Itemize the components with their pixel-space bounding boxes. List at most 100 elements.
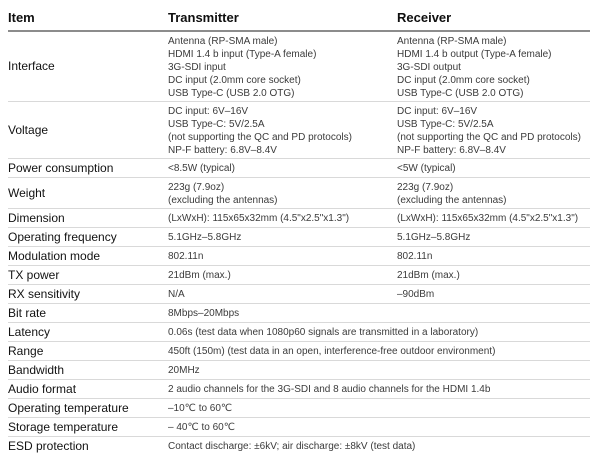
value-line: 5.1GHz–5.8GHz xyxy=(397,232,471,243)
row-label: Storage temperature xyxy=(8,419,119,434)
value-line: Antenna (RP-SMA male) xyxy=(397,35,507,47)
header-item: Item xyxy=(8,10,35,25)
header-transmitter: Transmitter xyxy=(168,10,239,25)
receiver-value: <5W (typical) xyxy=(397,161,590,175)
transmitter-value: Antenna (RP-SMA male) HDMI 1.4 b input (T… xyxy=(168,34,397,100)
value-line: N/A xyxy=(168,289,185,300)
value-line: 5.1GHz–5.8GHz xyxy=(168,232,242,243)
shared-value: 8Mbps–20Mbps xyxy=(168,306,590,320)
table-row: Weight 223g (7.9oz) (excluding the antenna… xyxy=(8,178,590,209)
value-line: 223g (7.9oz) xyxy=(397,181,454,193)
row-label: Dimension xyxy=(8,210,65,225)
value-line: DC input: 6V–16V xyxy=(168,105,249,117)
row-label: Latency xyxy=(8,324,51,339)
table-row: Voltage DC input: 6V–16V USB Type-C: 5V/2.… xyxy=(8,102,590,159)
value-line: 450ft (150m) (test data in an open, inte… xyxy=(168,346,496,357)
row-label: Bandwidth xyxy=(8,362,65,377)
row-label: TX power xyxy=(8,267,60,282)
table-row: Bit rate 8Mbps–20Mbps xyxy=(8,304,590,323)
transmitter-value: (LxWxH): 115x65x32mm (4.5"x2.5"x1.3") xyxy=(168,211,397,225)
table-row: TX power 21dBm (max.) 21dBm (max.) xyxy=(8,266,590,285)
value-line: HDMI 1.4 b input (Type-A female) xyxy=(168,48,317,60)
table-body: Interface Antenna (RP-SMA male) HDMI 1.4 b… xyxy=(8,32,590,455)
row-label: ESD protection xyxy=(8,438,89,453)
table-row: Bandwidth 20MHz xyxy=(8,361,590,380)
value-line: USB Type-C: 5V/2.5A xyxy=(397,118,494,130)
table-row: Modulation mode 802.11n 802.11n xyxy=(8,247,590,266)
row-label: Power consumption xyxy=(8,160,114,175)
value-line: 802.11n xyxy=(397,251,433,262)
shared-value: 450ft (150m) (test data in an open, inte… xyxy=(168,344,590,358)
value-line: 3G-SDI input xyxy=(168,61,226,73)
value-line: NP-F battery: 6.8V–8.4V xyxy=(168,144,277,156)
value-line: <5W (typical) xyxy=(397,163,456,174)
receiver-value: 21dBm (max.) xyxy=(397,268,590,282)
table-header-row: Item Transmitter Receiver xyxy=(8,9,590,32)
value-line: Antenna (RP-SMA male) xyxy=(168,35,278,47)
transmitter-value: N/A xyxy=(168,287,397,301)
value-line: 0.06s (test data when 1080p60 signals ar… xyxy=(168,327,479,338)
value-line: (not supporting the QC and PD protocols) xyxy=(397,131,581,143)
row-label: Modulation mode xyxy=(8,248,101,263)
transmitter-value: 5.1GHz–5.8GHz xyxy=(168,230,397,244)
row-label: Audio format xyxy=(8,381,77,396)
value-line: (LxWxH): 115x65x32mm (4.5"x2.5"x1.3") xyxy=(397,213,579,224)
row-label: Voltage xyxy=(8,122,49,137)
value-line: 3G-SDI output xyxy=(397,61,461,73)
table-row: Storage temperature – 40℃ to 60℃ xyxy=(8,418,590,437)
value-line: – 40℃ to 60℃ xyxy=(168,422,235,433)
shared-value: 2 audio channels for the 3G-SDI and 8 au… xyxy=(168,382,590,396)
row-label: Interface xyxy=(8,59,55,73)
transmitter-value: 21dBm (max.) xyxy=(168,268,397,282)
receiver-value: DC input: 6V–16V USB Type-C: 5V/2.5A (not … xyxy=(397,104,590,157)
shared-value: –10℃ to 60℃ xyxy=(168,401,590,415)
value-line: 223g (7.9oz) xyxy=(168,181,225,193)
row-label: Weight xyxy=(8,185,46,200)
table-row: Operating frequency 5.1GHz–5.8GHz 5.1GHz–5… xyxy=(8,228,590,247)
transmitter-value: 223g (7.9oz) (excluding the antennas) xyxy=(168,180,397,207)
row-label: Operating temperature xyxy=(8,400,129,415)
table-row: ESD protection Contact discharge: ±6kV; a… xyxy=(8,437,590,455)
table-row: Interface Antenna (RP-SMA male) HDMI 1.4 b… xyxy=(8,32,590,102)
table-row: RX sensitivity N/A –90dBm xyxy=(8,285,590,304)
table-row: Latency 0.06s (test data when 1080p60 sig… xyxy=(8,323,590,342)
table-row: Audio format 2 audio channels for the 3G-… xyxy=(8,380,590,399)
receiver-value: 802.11n xyxy=(397,249,590,263)
value-line: USB Type-C (USB 2.0 OTG) xyxy=(397,87,524,99)
value-line: DC input: 6V–16V xyxy=(397,105,478,117)
value-line: <8.5W (typical) xyxy=(168,163,235,174)
shared-value: – 40℃ to 60℃ xyxy=(168,420,590,434)
shared-value: Contact discharge: ±6kV; air discharge: … xyxy=(168,439,590,453)
shared-value: 0.06s (test data when 1080p60 signals ar… xyxy=(168,325,590,339)
value-line: (not supporting the QC and PD protocols) xyxy=(168,131,352,143)
value-line: 21dBm (max.) xyxy=(168,270,231,281)
table-row: Power consumption <8.5W (typical) <5W (typ… xyxy=(8,159,590,178)
table-row: Range 450ft (150m) (test data in an open,… xyxy=(8,342,590,361)
row-label: RX sensitivity xyxy=(8,286,81,301)
value-line: (excluding the antennas) xyxy=(397,194,507,206)
receiver-value: –90dBm xyxy=(397,287,590,301)
value-line: USB Type-C (USB 2.0 OTG) xyxy=(168,87,295,99)
value-line: 21dBm (max.) xyxy=(397,270,460,281)
header-receiver: Receiver xyxy=(397,10,452,25)
value-line: 802.11n xyxy=(168,251,204,262)
value-line: (LxWxH): 115x65x32mm (4.5"x2.5"x1.3") xyxy=(168,213,350,224)
value-line: 8Mbps–20Mbps xyxy=(168,308,240,319)
value-line: USB Type-C: 5V/2.5A xyxy=(168,118,265,130)
table-row: Dimension (LxWxH): 115x65x32mm (4.5"x2.5"… xyxy=(8,209,590,228)
row-label: Operating frequency xyxy=(8,229,117,244)
row-label: Range xyxy=(8,343,44,358)
value-line: 20MHz xyxy=(168,365,200,376)
value-line: (excluding the antennas) xyxy=(168,194,278,206)
table-row: Operating temperature –10℃ to 60℃ xyxy=(8,399,590,418)
value-line: DC input (2.0mm core socket) xyxy=(168,74,301,86)
value-line: –90dBm xyxy=(397,289,435,300)
value-line: NP-F battery: 6.8V–8.4V xyxy=(397,144,506,156)
transmitter-value: <8.5W (typical) xyxy=(168,161,397,175)
transmitter-value: 802.11n xyxy=(168,249,397,263)
receiver-value: 223g (7.9oz) (excluding the antennas) xyxy=(397,180,590,207)
value-line: 2 audio channels for the 3G-SDI and 8 au… xyxy=(168,384,491,395)
value-line: DC input (2.0mm core socket) xyxy=(397,74,530,86)
receiver-value: Antenna (RP-SMA male) HDMI 1.4 b output (… xyxy=(397,34,590,100)
